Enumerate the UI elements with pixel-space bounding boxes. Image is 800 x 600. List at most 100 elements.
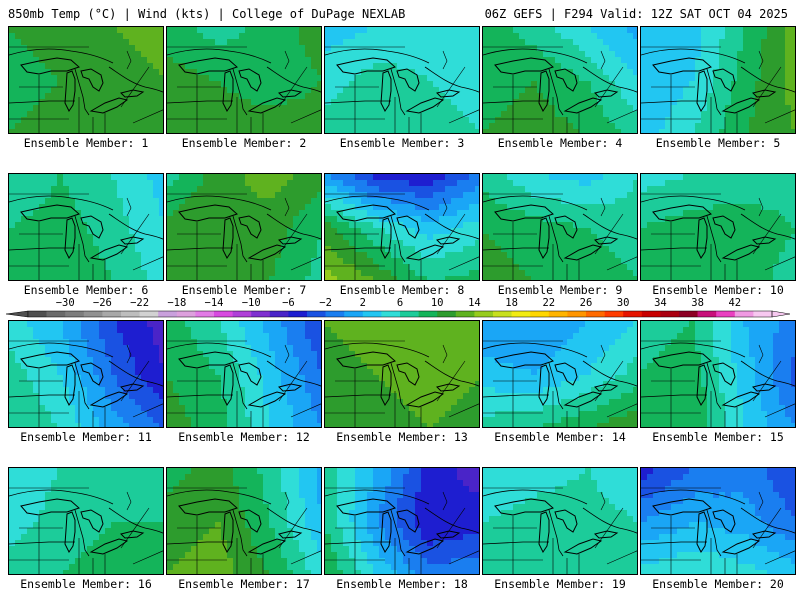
colorbar-swatch [548, 311, 568, 317]
map-boundaries [325, 46, 479, 133]
colorbar-swatch [716, 311, 736, 317]
temperature-field [483, 468, 637, 574]
temperature-field [325, 27, 479, 133]
colorbar-swatch [288, 311, 308, 317]
ensemble-map-3 [324, 26, 480, 134]
temperature-field [641, 27, 795, 133]
map-boundaries [641, 193, 795, 280]
colorbar-swatch [139, 311, 159, 317]
colorbar-tick-label: −14 [204, 297, 224, 309]
colorbar-swatch [344, 311, 364, 317]
map-boundaries [483, 487, 637, 574]
colorbar-swatch [455, 311, 475, 317]
ensemble-map-17 [166, 467, 322, 575]
colorbar-tick-label: −22 [130, 297, 150, 309]
ensemble-member-label: Ensemble Member: 15 [652, 430, 784, 444]
colorbar-swatch [251, 311, 271, 317]
ensemble-map-7 [166, 173, 322, 281]
colorbar-tick-label: −30 [55, 297, 75, 309]
map-boundaries [167, 46, 321, 133]
temperature-field [167, 27, 321, 133]
colorbar-swatch [28, 311, 47, 317]
colorbar-tick-label: 30 [616, 297, 630, 309]
header-left-title: 850mb Temp (°C) | Wind (kts) | College o… [8, 7, 406, 21]
colorbar-swatch [586, 311, 605, 317]
colorbar-tick-label: 22 [542, 297, 556, 309]
colorbar-tick-label: 10 [430, 297, 444, 309]
colorbar-tick-label: 18 [505, 297, 518, 309]
ensemble-map-20 [640, 467, 796, 575]
ensemble-member-label: Ensemble Member: 11 [20, 430, 152, 444]
colorbar-tick-label: −26 [92, 297, 112, 309]
colorbar-swatch [530, 311, 550, 317]
colorbar-tick-label: 42 [728, 297, 742, 309]
temperature-field [483, 27, 637, 133]
ensemble-member-label: Ensemble Member: 1 [23, 136, 149, 150]
ensemble-map-6 [8, 173, 164, 281]
ensemble-member-label: Ensemble Member: 19 [494, 577, 626, 591]
temperature-field [9, 321, 163, 427]
map-boundaries [641, 340, 795, 427]
map-boundaries [167, 193, 321, 280]
ensemble-map-19 [482, 467, 638, 575]
colorbar-swatch [195, 311, 215, 317]
temperature-field [9, 468, 163, 574]
map-boundaries [641, 46, 795, 133]
colorbar-swatch [679, 311, 698, 317]
map-boundaries [325, 193, 479, 280]
ensemble-map-2 [166, 26, 322, 134]
colorbar-swatch [623, 311, 643, 317]
ensemble-map-14 [482, 320, 638, 428]
colorbar-right-arrow [771, 310, 791, 318]
ensemble-member-label: Ensemble Member: 13 [336, 430, 468, 444]
colorbar-tick-label: 14 [468, 297, 481, 309]
ensemble-map-13 [324, 320, 480, 428]
ensemble-map-15 [640, 320, 796, 428]
colorbar-swatch [474, 311, 494, 317]
ensemble-map-5 [640, 26, 796, 134]
temperature-field [325, 468, 479, 574]
ensemble-member-label: Ensemble Member: 7 [181, 283, 307, 297]
colorbar-tick-label: 6 [396, 297, 404, 309]
ensemble-map-12 [166, 320, 322, 428]
map-boundaries [641, 487, 795, 574]
temperature-field [167, 321, 321, 427]
ensemble-member-label: Ensemble Member: 5 [655, 136, 781, 150]
colorbar-swatch [493, 311, 512, 317]
ensemble-map-10 [640, 173, 796, 281]
ensemble-member-label: Ensemble Member: 10 [652, 283, 784, 297]
map-boundaries [325, 487, 479, 574]
colorbar-swatch [325, 311, 345, 317]
ensemble-member-label: Ensemble Member: 18 [336, 577, 468, 591]
header-right-title: 06Z GEFS | F294 Valid: 12Z SAT OCT 04 20… [484, 7, 788, 21]
ensemble-member-label: Ensemble Member: 14 [494, 430, 626, 444]
colorbar-tick-label: −2 [319, 297, 332, 309]
colorbar-swatch [437, 311, 457, 317]
ensemble-member-label: Ensemble Member: 16 [20, 577, 152, 591]
colorbar-swatch [418, 311, 438, 317]
ensemble-map-16 [8, 467, 164, 575]
colorbar-swatch [65, 311, 85, 317]
temperature-field [641, 321, 795, 427]
temperature-field [9, 174, 163, 280]
ensemble-map-11 [8, 320, 164, 428]
colorbar-swatch [381, 311, 401, 317]
temperature-colorbar [5, 310, 791, 318]
ensemble-map-4 [482, 26, 638, 134]
ensemble-map-1 [8, 26, 164, 134]
ensemble-member-label: Ensemble Member: 17 [178, 577, 310, 591]
ensemble-member-label: Ensemble Member: 12 [178, 430, 310, 444]
colorbar-swatch [567, 311, 587, 317]
colorbar-swatch [232, 311, 252, 317]
colorbar-swatch [400, 311, 419, 317]
temperature-field [325, 174, 479, 280]
colorbar-tick-label: −10 [241, 297, 261, 309]
colorbar-swatch [660, 311, 680, 317]
colorbar-swatch [641, 311, 661, 317]
map-boundaries [483, 340, 637, 427]
temperature-field [9, 27, 163, 133]
map-boundaries [167, 340, 321, 427]
temperature-field [641, 468, 795, 574]
ensemble-map-9 [482, 173, 638, 281]
map-boundaries [325, 340, 479, 427]
